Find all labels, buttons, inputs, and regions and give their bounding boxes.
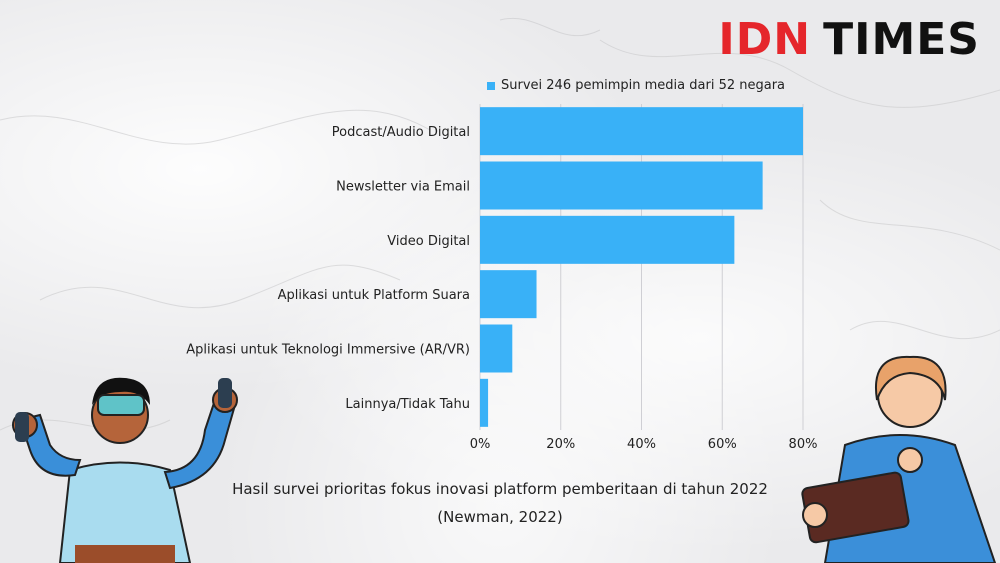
- x-tick-label: 40%: [627, 437, 656, 452]
- category-label: Newsletter via Email: [336, 180, 470, 195]
- chart-legend: Survei 246 pemimpin media dari 52 negara: [487, 78, 785, 93]
- tablet-person-illustration: [801, 355, 997, 563]
- x-tick-label: 60%: [708, 437, 737, 452]
- legend-swatch: [487, 81, 495, 90]
- bar: [480, 215, 735, 264]
- idn-times-logo: IDN TIMES: [718, 14, 980, 66]
- bar: [480, 107, 803, 156]
- legend-label: Survei 246 pemimpin media dari 52 negara: [501, 78, 786, 93]
- chart-source: (Newman, 2022): [437, 508, 563, 526]
- category-label: Video Digital: [387, 234, 470, 249]
- x-tick-label: 0%: [470, 437, 491, 452]
- category-label: Aplikasi untuk Platform Suara: [278, 288, 470, 303]
- bar: [480, 378, 489, 427]
- category-label: Lainnya/Tidak Tahu: [345, 397, 470, 412]
- bar: [480, 270, 537, 319]
- logo-times: TIMES: [823, 14, 980, 65]
- x-tick-label: 20%: [546, 437, 575, 452]
- logo-idn: IDN: [718, 14, 812, 65]
- category-label: Podcast/Audio Digital: [332, 125, 470, 140]
- category-label: Aplikasi untuk Teknologi Immersive (AR/V…: [186, 343, 470, 358]
- bar: [480, 161, 763, 210]
- x-tick-label: 80%: [789, 437, 818, 452]
- bar: [480, 324, 513, 373]
- vr-person-illustration: [12, 377, 238, 563]
- chart-caption: Hasil survei prioritas fokus inovasi pla…: [232, 480, 768, 498]
